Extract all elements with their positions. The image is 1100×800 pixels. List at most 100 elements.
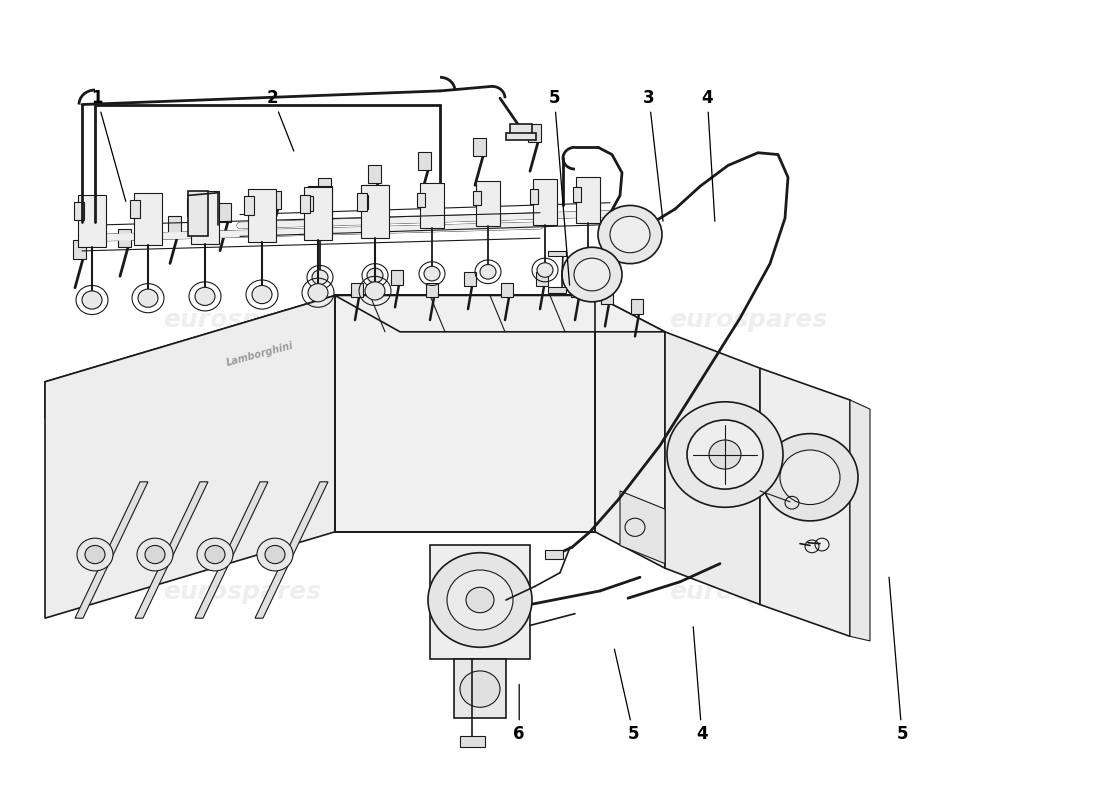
Bar: [631, 299, 644, 314]
Bar: [363, 185, 387, 230]
Text: Lamborghini: Lamborghini: [226, 341, 295, 368]
Circle shape: [252, 286, 272, 304]
Circle shape: [367, 268, 383, 282]
Bar: [473, 138, 486, 156]
Bar: [417, 193, 425, 207]
Bar: [361, 186, 389, 238]
Text: 3: 3: [644, 89, 663, 222]
Polygon shape: [760, 368, 850, 636]
Bar: [576, 178, 600, 222]
Circle shape: [138, 289, 158, 307]
Circle shape: [85, 546, 104, 564]
Bar: [351, 282, 363, 298]
Circle shape: [138, 538, 173, 571]
Circle shape: [537, 262, 553, 278]
Text: 2: 2: [267, 89, 294, 151]
Text: 1: 1: [91, 89, 125, 202]
Polygon shape: [850, 400, 870, 641]
Circle shape: [460, 671, 500, 707]
Polygon shape: [620, 491, 666, 564]
Bar: [500, 282, 513, 298]
Bar: [268, 190, 280, 209]
Bar: [510, 124, 532, 134]
Bar: [601, 289, 613, 304]
Bar: [473, 191, 481, 206]
Bar: [464, 272, 476, 286]
Text: 6: 6: [514, 684, 525, 743]
Bar: [360, 194, 368, 209]
Text: eurospares: eurospares: [669, 580, 827, 604]
Circle shape: [762, 434, 858, 521]
Circle shape: [265, 546, 285, 564]
Circle shape: [780, 450, 840, 505]
Bar: [548, 251, 566, 256]
Circle shape: [424, 266, 440, 281]
Polygon shape: [595, 295, 666, 568]
Polygon shape: [195, 482, 268, 618]
Bar: [191, 191, 219, 244]
Bar: [390, 270, 403, 285]
Bar: [476, 181, 501, 226]
Bar: [188, 191, 208, 236]
Polygon shape: [454, 659, 506, 718]
Circle shape: [562, 247, 622, 302]
Bar: [460, 736, 485, 747]
Circle shape: [688, 420, 763, 489]
Bar: [304, 187, 332, 240]
Bar: [544, 550, 563, 559]
Circle shape: [447, 570, 513, 630]
Text: eurospares: eurospares: [669, 308, 827, 332]
Circle shape: [710, 440, 741, 469]
Circle shape: [480, 265, 496, 279]
Polygon shape: [255, 482, 328, 618]
Bar: [218, 203, 231, 222]
Bar: [571, 282, 583, 298]
Bar: [73, 241, 86, 258]
Circle shape: [205, 546, 225, 564]
Circle shape: [580, 261, 596, 275]
Polygon shape: [135, 482, 208, 618]
Bar: [418, 152, 431, 170]
Circle shape: [574, 258, 611, 291]
Text: eurospares: eurospares: [163, 580, 321, 604]
Text: eurospares: eurospares: [163, 308, 321, 332]
Text: 4: 4: [693, 626, 707, 743]
Bar: [168, 216, 182, 234]
Bar: [130, 200, 140, 218]
Circle shape: [197, 538, 233, 571]
Polygon shape: [75, 482, 148, 618]
Polygon shape: [336, 295, 595, 532]
Circle shape: [428, 553, 532, 647]
Circle shape: [365, 282, 385, 300]
Bar: [187, 198, 197, 216]
Text: 4: 4: [702, 89, 715, 222]
Bar: [506, 133, 536, 140]
Circle shape: [145, 546, 165, 564]
Bar: [244, 196, 254, 214]
Circle shape: [195, 287, 214, 306]
Bar: [534, 179, 557, 225]
Bar: [305, 196, 314, 211]
Bar: [358, 193, 367, 211]
Polygon shape: [45, 295, 595, 422]
Circle shape: [82, 291, 102, 309]
Bar: [248, 189, 276, 242]
Bar: [573, 187, 581, 202]
Bar: [548, 287, 566, 293]
Circle shape: [598, 206, 662, 264]
Polygon shape: [336, 295, 666, 332]
Bar: [536, 272, 548, 286]
Bar: [134, 193, 162, 246]
Text: 5: 5: [615, 649, 639, 743]
Bar: [118, 229, 131, 247]
Circle shape: [77, 538, 113, 571]
Bar: [420, 182, 444, 228]
Polygon shape: [666, 332, 760, 605]
Text: 5: 5: [549, 89, 570, 286]
Bar: [308, 186, 332, 232]
Circle shape: [312, 270, 328, 285]
Bar: [300, 194, 310, 213]
Bar: [74, 202, 84, 220]
Text: 5: 5: [889, 577, 908, 743]
Circle shape: [466, 587, 494, 613]
